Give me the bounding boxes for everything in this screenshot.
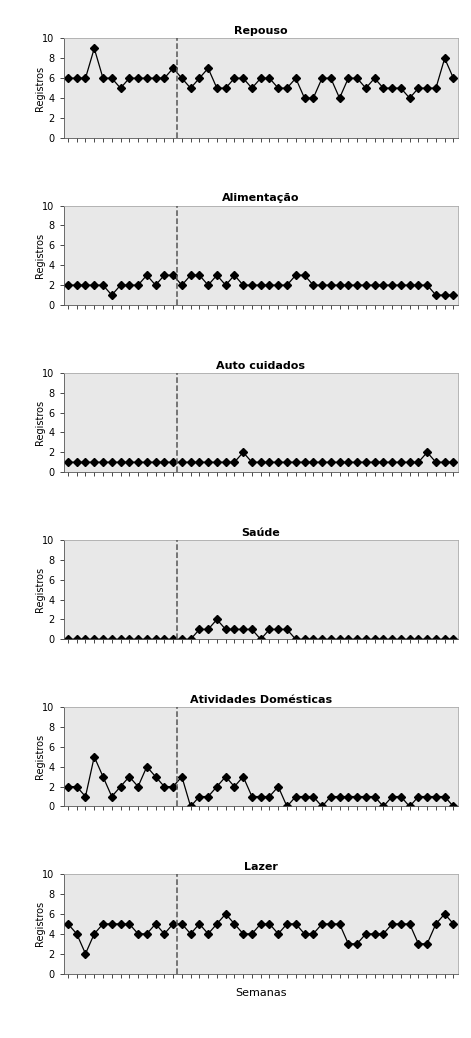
Title: Lazer: Lazer (244, 862, 277, 872)
Title: Saúde: Saúde (241, 527, 280, 538)
Title: Repouso: Repouso (234, 26, 287, 36)
Y-axis label: Registros: Registros (34, 65, 45, 111)
Title: Atividades Domésticas: Atividades Domésticas (190, 694, 332, 705)
Y-axis label: Registros: Registros (34, 400, 45, 445)
Title: Auto cuidados: Auto cuidados (216, 360, 305, 371)
Y-axis label: Registros: Registros (34, 567, 45, 612)
Title: Alimentação: Alimentação (222, 193, 300, 203)
Y-axis label: Registros: Registros (34, 233, 45, 278)
Y-axis label: Registros: Registros (34, 734, 45, 780)
X-axis label: Semanas: Semanas (235, 988, 286, 999)
Y-axis label: Registros: Registros (34, 901, 45, 947)
